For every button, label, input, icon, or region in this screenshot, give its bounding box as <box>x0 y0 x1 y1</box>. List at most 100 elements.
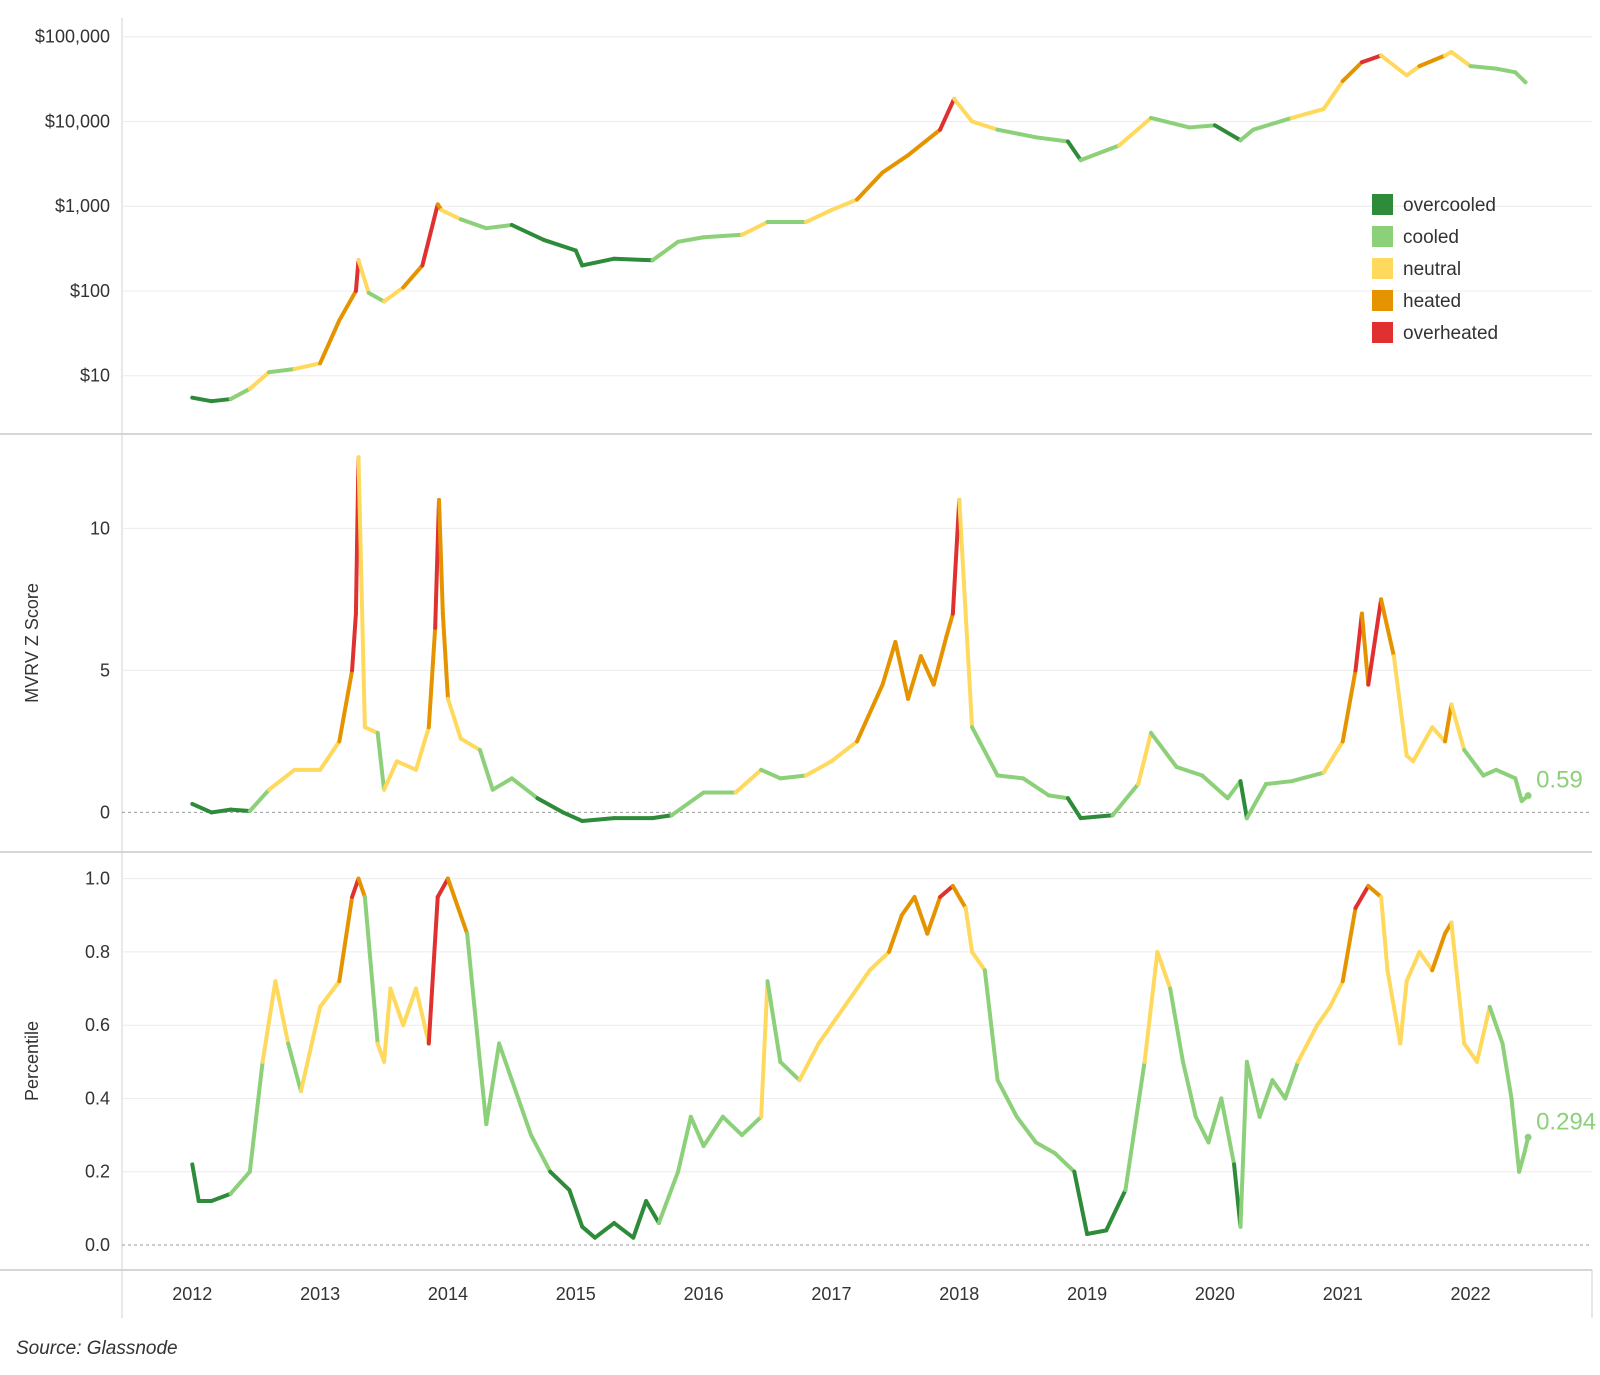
series-segment <box>362 725 380 735</box>
series-segment <box>1474 1004 1492 1064</box>
series-segment <box>1359 611 1371 687</box>
series-segment <box>1149 115 1192 130</box>
series-segment <box>529 1133 553 1174</box>
series-segment <box>733 767 764 795</box>
series-segment <box>1494 767 1518 781</box>
series-segment <box>535 796 565 815</box>
series-segment <box>906 127 943 158</box>
series-segment <box>401 986 418 1028</box>
series-segment <box>1174 764 1205 778</box>
series-segment <box>1270 1078 1288 1101</box>
x-tick-label: 2012 <box>172 1284 212 1304</box>
series-segment <box>382 285 406 304</box>
series-segment <box>855 682 885 744</box>
series-segment <box>1117 115 1153 148</box>
series-segment <box>1104 1188 1128 1233</box>
x-tick-label: 2022 <box>1451 1284 1491 1304</box>
series-segment <box>382 759 399 792</box>
series-segment <box>669 790 706 818</box>
x-tick-label: 2013 <box>300 1284 340 1304</box>
series-segment <box>190 395 214 404</box>
series-segment <box>1500 1041 1514 1101</box>
series <box>190 50 1528 404</box>
series-segment <box>592 1221 617 1240</box>
series-segment <box>944 611 955 639</box>
series-segment <box>1072 1169 1090 1237</box>
series-segment <box>631 1199 649 1240</box>
series-segment <box>1155 949 1173 991</box>
series-segment <box>580 256 617 268</box>
series-segment <box>1359 53 1384 65</box>
series-segment <box>1509 1096 1522 1174</box>
y-tick-label: 0.2 <box>85 1162 110 1182</box>
legend-swatch-neutral <box>1372 258 1393 279</box>
legend-label-overheated: overheated <box>1403 323 1498 344</box>
end-point <box>1524 1133 1532 1141</box>
series-segment <box>298 1004 323 1094</box>
series-segment <box>950 497 962 616</box>
legend-swatch-heated <box>1372 290 1393 311</box>
series-segment <box>1379 53 1409 78</box>
series-segment <box>1315 1004 1332 1028</box>
series-segment <box>318 318 342 366</box>
y-tick-label: 10 <box>90 518 110 538</box>
series-segment <box>1430 725 1447 744</box>
series-segment <box>1180 1059 1198 1119</box>
series-segment <box>1085 1228 1109 1237</box>
series-segment <box>1398 979 1409 1046</box>
series-segment <box>209 397 233 404</box>
series-segment <box>1238 779 1249 821</box>
y-tick-label: 0.0 <box>85 1235 110 1255</box>
series-segment <box>1238 127 1256 143</box>
series-segment <box>509 776 540 801</box>
series-segment <box>1449 702 1467 752</box>
series-segment <box>561 810 585 823</box>
series-segment <box>388 986 406 1028</box>
series-segment <box>1033 135 1070 144</box>
series-segment <box>1430 931 1447 973</box>
series-segment <box>1206 1096 1224 1145</box>
series-segment <box>509 1078 534 1138</box>
series-segment <box>906 654 923 701</box>
series-segment <box>414 986 431 1046</box>
series-segment <box>938 883 955 899</box>
legend: overcooled cooled neutral heated overheated <box>1372 194 1498 344</box>
series-segment <box>1481 767 1499 778</box>
series-segment <box>1385 968 1403 1046</box>
series-segment <box>1078 813 1115 821</box>
series-segment <box>656 1169 681 1226</box>
series-segment <box>420 202 440 268</box>
series-segment <box>228 1169 252 1196</box>
series-segment <box>938 96 957 132</box>
y-tick-label: 5 <box>100 660 110 680</box>
y-axis-title: MVRV Z Score <box>22 583 42 703</box>
series-segment <box>247 370 271 391</box>
series-segment <box>273 979 291 1046</box>
series-segment <box>1110 782 1141 818</box>
y-tick-label: $100 <box>70 281 110 301</box>
series-segment <box>209 1191 233 1204</box>
series-segment <box>445 696 463 741</box>
series-segment <box>759 979 770 1119</box>
end-value-label: 0.294 <box>1536 1108 1596 1135</box>
series-segment <box>1257 1078 1275 1119</box>
series-segment <box>899 894 917 918</box>
series-segment <box>1443 702 1454 744</box>
series-segment <box>970 725 1000 778</box>
series-segment <box>435 876 450 899</box>
series-segment <box>267 366 297 375</box>
series-segment <box>855 170 885 202</box>
series-segment <box>1168 986 1185 1064</box>
series-segment <box>644 1199 661 1226</box>
series <box>190 876 1531 1240</box>
series-segment <box>1513 776 1524 804</box>
series-segment <box>1046 793 1070 801</box>
series-segment <box>829 739 859 764</box>
series-segment <box>1014 1114 1038 1145</box>
series-segment <box>337 894 355 984</box>
legend-label-overcooled: overcooled <box>1403 195 1496 216</box>
series-segment <box>1517 1151 1527 1174</box>
series-segment <box>458 736 482 752</box>
series-segment <box>1289 770 1326 784</box>
series-segment <box>842 968 872 1009</box>
